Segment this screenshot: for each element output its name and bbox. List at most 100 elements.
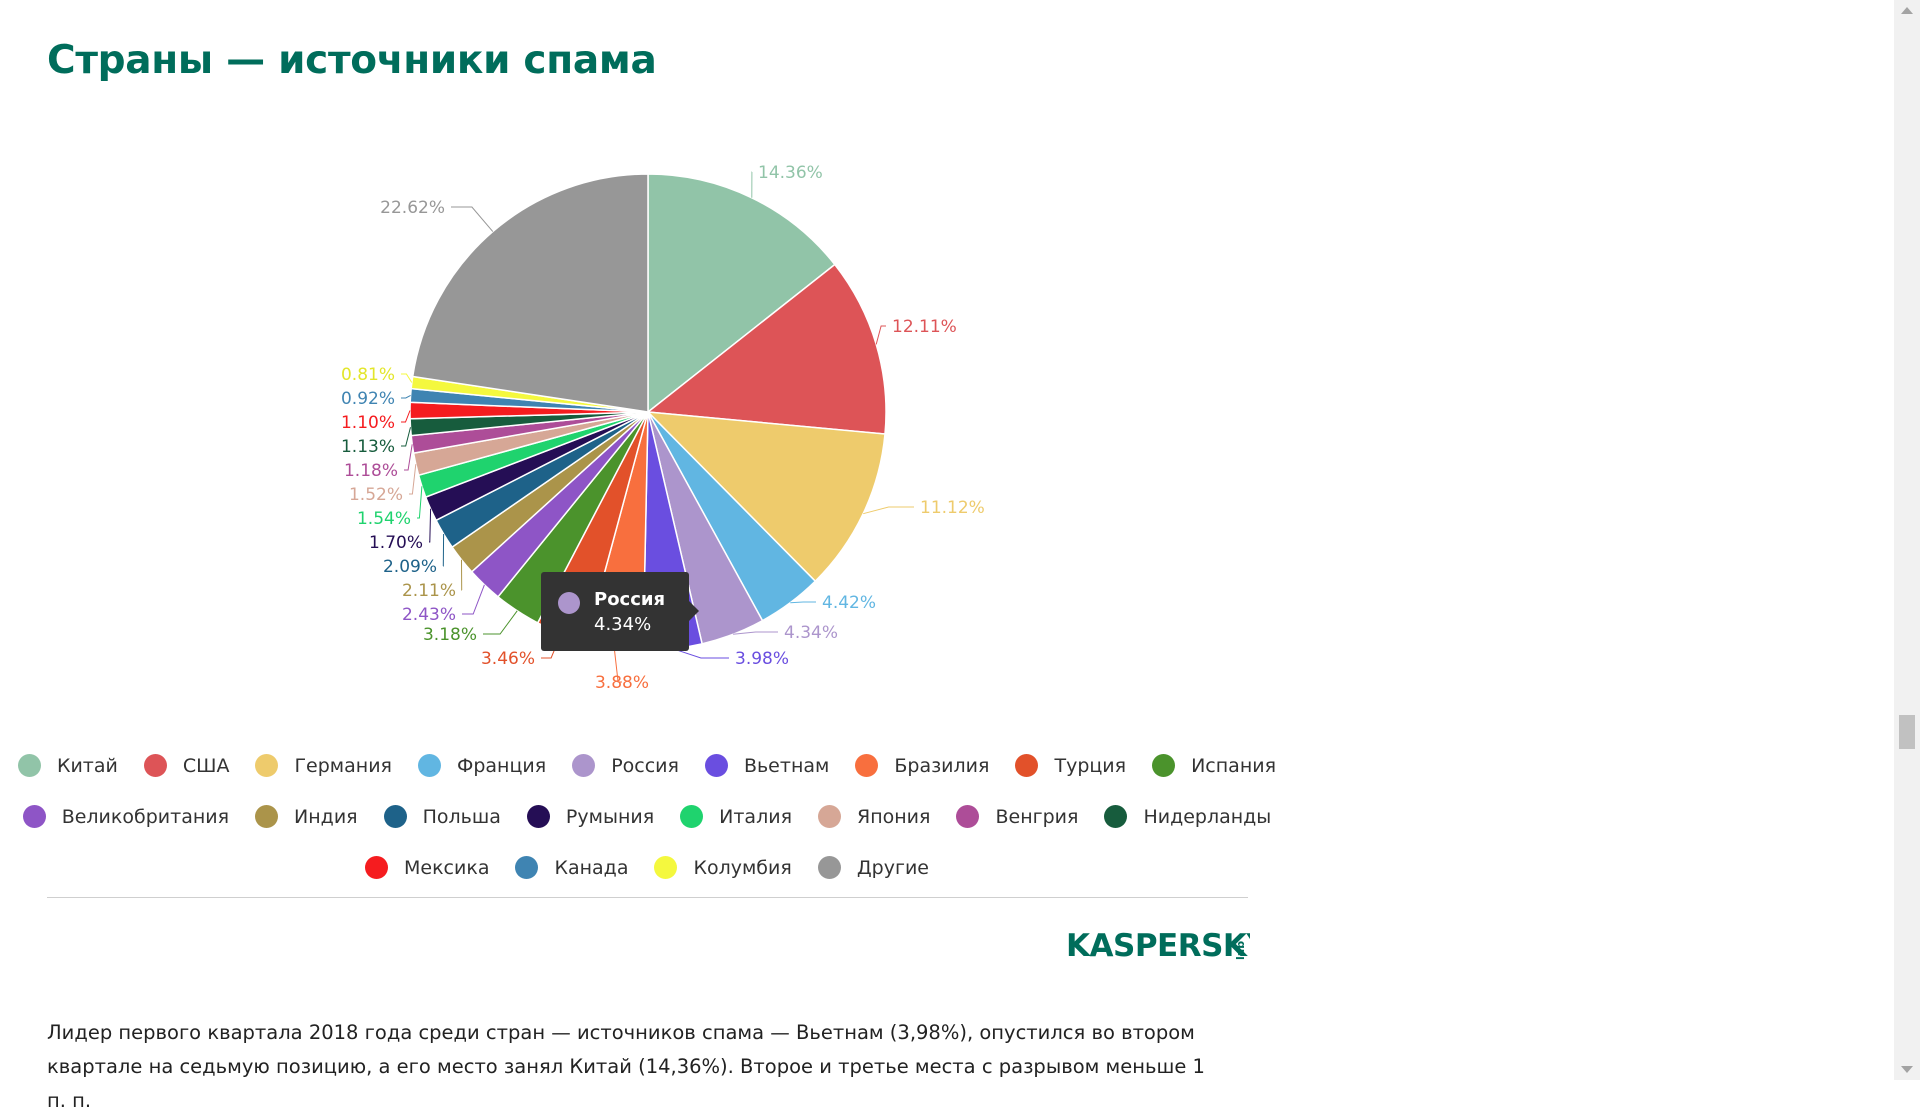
chart-heading: Страны — источники спама [47, 38, 656, 83]
pie-label-connector [429, 509, 431, 542]
legend-label: Вьетнам [744, 755, 829, 777]
pie-label-connector [462, 585, 484, 614]
legend-color-dot [956, 805, 979, 828]
legend-item[interactable]: Вьетнам [705, 754, 829, 777]
legend-item[interactable]: Мексика [365, 856, 489, 879]
legend-color-dot [572, 754, 595, 777]
pie-data-label: 1.10% [341, 413, 395, 433]
pie-label-connector [409, 464, 416, 494]
pie-label-connector [401, 395, 411, 398]
scroll-up-arrow[interactable] [1901, 7, 1913, 14]
pie-label-connector [404, 444, 412, 470]
legend-color-dot [255, 754, 278, 777]
pie-label-connector [876, 326, 886, 344]
legend-label: Польша [423, 806, 501, 828]
pie-data-label: 11.12% [920, 498, 985, 518]
scroll-down-arrow[interactable] [1901, 1066, 1913, 1073]
legend-label: Бразилия [894, 755, 989, 777]
vertical-scrollbar[interactable] [1894, 0, 1920, 1080]
legend-item[interactable]: Великобритания [23, 805, 229, 828]
legend-color-dot [384, 805, 407, 828]
legend-item[interactable]: США [144, 754, 230, 777]
pie-label-connector [443, 534, 444, 566]
legend-label: Россия [611, 755, 679, 777]
section-divider [47, 897, 1248, 898]
pie-data-label: 1.18% [344, 461, 398, 481]
pie-data-label: 2.11% [402, 581, 456, 601]
pie-label-connector [483, 611, 517, 634]
legend-item[interactable]: Польша [384, 805, 501, 828]
legend-item[interactable]: Франция [418, 754, 546, 777]
pie-data-label: 22.62% [380, 198, 445, 218]
tooltip-color-dot [558, 592, 580, 614]
legend-item[interactable]: Китай [18, 754, 118, 777]
legend-color-dot [23, 805, 46, 828]
pie-data-label: 1.70% [369, 533, 423, 553]
legend-color-dot [1152, 754, 1175, 777]
pie-label-connector [462, 560, 463, 590]
legend-color-dot [18, 754, 41, 777]
legend-item[interactable]: Япония [818, 805, 930, 828]
pie-label-connector [790, 602, 816, 603]
legend-color-dot [515, 856, 538, 879]
legend-item[interactable]: Италия [680, 805, 792, 828]
legend-label: Колумбия [693, 857, 791, 879]
pie-data-label: 3.46% [481, 649, 535, 669]
pie-data-label: 3.98% [735, 649, 789, 669]
legend-item[interactable]: Румыния [527, 805, 654, 828]
legend-item[interactable]: Колумбия [654, 856, 791, 879]
pie-data-label: 4.34% [784, 623, 838, 643]
legend-label: Другие [857, 857, 929, 879]
kaspersky-logo: KASPERSKY lab [1066, 924, 1250, 964]
legend-item[interactable]: Бразилия [855, 754, 989, 777]
scroll-thumb[interactable] [1899, 715, 1915, 749]
pie-data-label: 12.11% [892, 317, 957, 337]
pie-data-label: 3.18% [423, 625, 477, 645]
svg-text:lab: lab [1234, 941, 1247, 960]
legend-item[interactable]: Германия [255, 754, 392, 777]
legend-item[interactable]: Другие [818, 856, 929, 879]
legend-item[interactable]: Нидерланды [1104, 805, 1271, 828]
legend-item[interactable]: Россия [572, 754, 679, 777]
pie-data-label: 1.13% [341, 437, 395, 457]
legend-item[interactable]: Испания [1152, 754, 1276, 777]
legend-item[interactable]: Канада [515, 856, 628, 879]
legend-label: Нидерланды [1143, 806, 1271, 828]
legend-label: Мексика [404, 857, 489, 879]
chart-tooltip: Россия 4.34% [541, 572, 689, 651]
pie-label-connector [863, 507, 914, 514]
legend-label: Канада [554, 857, 628, 879]
pie-slice-21[interactable] [413, 174, 648, 412]
legend-row: Мексика Канада Колумбия Другие [47, 842, 1247, 893]
legend-item[interactable]: Индия [255, 805, 358, 828]
legend-color-dot [365, 856, 388, 879]
tooltip-value: 4.34% [594, 614, 651, 635]
legend-row: Великобритания Индия Польша Румыния Италия Яп… [47, 791, 1247, 842]
legend-label: Италия [719, 806, 792, 828]
legend-label: Турция [1054, 755, 1126, 777]
pie-label-connector [417, 486, 422, 518]
legend-item[interactable]: Турция [1015, 754, 1126, 777]
article-paragraph: Лидер первого квартала 2018 года среди с… [47, 1016, 1227, 1118]
legend-color-dot [255, 805, 278, 828]
pie-data-label: 4.42% [822, 593, 876, 613]
chart-legend: Китай США Германия Франция Россия Вьетнам Браз… [47, 740, 1247, 893]
pie-data-label: 2.43% [402, 605, 456, 625]
pie-label-connector [451, 207, 493, 232]
legend-color-dot [705, 754, 728, 777]
legend-label: Франция [457, 755, 546, 777]
pie-label-connector [401, 374, 412, 383]
legend-label: Испания [1191, 755, 1276, 777]
legend-color-dot [680, 805, 703, 828]
legend-color-dot [855, 754, 878, 777]
legend-color-dot [527, 805, 550, 828]
legend-item[interactable]: Венгрия [956, 805, 1078, 828]
legend-label: Китай [57, 755, 118, 777]
legend-label: Великобритания [62, 806, 229, 828]
legend-color-dot [818, 856, 841, 879]
legend-row: Китай США Германия Франция Россия Вьетнам Браз… [47, 740, 1247, 791]
legend-label: Индия [294, 806, 358, 828]
legend-label: Румыния [566, 806, 654, 828]
legend-color-dot [144, 754, 167, 777]
legend-label: Германия [294, 755, 392, 777]
